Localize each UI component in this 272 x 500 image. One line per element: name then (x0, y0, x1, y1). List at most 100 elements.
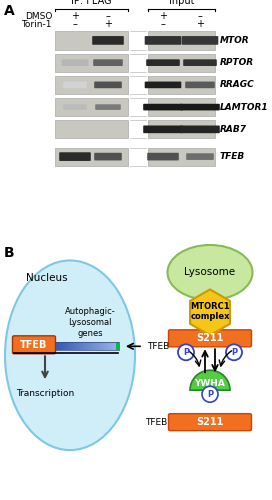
Bar (67, 342, 68, 350)
Bar (62, 342, 63, 350)
Bar (116, 342, 117, 350)
Text: IP: FLAG: IP: FLAG (71, 0, 112, 6)
Bar (148, 54, 215, 72)
Text: +: + (71, 11, 79, 21)
FancyBboxPatch shape (94, 82, 122, 88)
Text: –: – (73, 19, 78, 29)
Bar (55, 148, 128, 166)
Bar (108, 342, 109, 350)
Text: TFEB: TFEB (20, 340, 48, 350)
Ellipse shape (168, 245, 252, 300)
Bar (111, 342, 112, 350)
Bar (90, 342, 91, 350)
Text: A: A (4, 4, 15, 18)
Bar (148, 76, 215, 94)
Bar (78, 342, 79, 350)
Bar (72, 342, 73, 350)
FancyBboxPatch shape (180, 126, 220, 133)
Bar (68, 342, 69, 350)
Bar (97, 342, 98, 350)
Text: P: P (183, 348, 189, 357)
Bar (73, 342, 74, 350)
Bar (103, 342, 104, 350)
Text: TFEB: TFEB (220, 152, 245, 161)
Text: RRAGC: RRAGC (220, 80, 255, 90)
FancyBboxPatch shape (62, 60, 88, 66)
Bar (100, 342, 101, 350)
Bar (107, 342, 108, 350)
Bar (116, 342, 119, 350)
Bar (79, 342, 80, 350)
Bar (102, 342, 103, 350)
FancyBboxPatch shape (95, 104, 121, 110)
Text: YWHA: YWHA (194, 378, 225, 388)
Bar (82, 342, 83, 350)
Bar (94, 342, 95, 350)
FancyBboxPatch shape (143, 104, 183, 110)
Bar (77, 342, 78, 350)
Bar (87, 342, 88, 350)
Polygon shape (190, 290, 230, 336)
Bar (88, 342, 89, 350)
Ellipse shape (5, 260, 135, 450)
Text: +: + (104, 19, 112, 29)
FancyBboxPatch shape (168, 330, 252, 347)
Bar (110, 342, 111, 350)
Wedge shape (190, 370, 230, 390)
Bar (148, 32, 215, 50)
Bar (112, 342, 113, 350)
Text: P: P (231, 348, 237, 357)
Bar (56, 342, 57, 350)
Bar (61, 342, 62, 350)
Bar (65, 342, 66, 350)
FancyBboxPatch shape (147, 153, 179, 160)
Bar (101, 342, 102, 350)
Bar (93, 342, 94, 350)
Bar (98, 342, 99, 350)
Bar (60, 342, 61, 350)
Bar (55, 98, 128, 116)
FancyBboxPatch shape (92, 36, 124, 45)
Text: S211: S211 (196, 334, 224, 344)
Text: P: P (207, 390, 213, 398)
Bar (55, 54, 128, 72)
Bar (91, 342, 92, 350)
Bar (55, 120, 128, 139)
Bar (113, 342, 114, 350)
FancyBboxPatch shape (145, 36, 181, 45)
Circle shape (226, 344, 242, 360)
Text: S211: S211 (196, 417, 224, 427)
FancyBboxPatch shape (146, 60, 180, 66)
Text: +: + (196, 19, 204, 29)
Bar (89, 342, 90, 350)
Bar (75, 342, 76, 350)
Bar (57, 342, 58, 350)
Bar (69, 342, 70, 350)
Bar (148, 98, 215, 116)
FancyBboxPatch shape (143, 126, 183, 133)
Circle shape (178, 344, 194, 360)
FancyBboxPatch shape (185, 82, 215, 88)
Bar (55, 342, 56, 350)
Text: –: – (197, 11, 202, 21)
Bar (86, 342, 87, 350)
Bar (63, 342, 64, 350)
Text: Input: Input (169, 0, 194, 6)
Text: LAMTOR1: LAMTOR1 (220, 102, 269, 112)
Text: –: – (160, 19, 165, 29)
Bar (148, 120, 215, 139)
Text: Nucleus: Nucleus (26, 274, 68, 283)
FancyBboxPatch shape (182, 36, 218, 45)
Text: RPTOR: RPTOR (220, 58, 254, 67)
Text: TFEB: TFEB (145, 418, 167, 426)
Text: B: B (4, 246, 15, 260)
Text: DMSO: DMSO (25, 12, 52, 20)
FancyBboxPatch shape (63, 82, 87, 88)
Bar (148, 148, 215, 166)
Text: TFEB: TFEB (147, 342, 169, 351)
Text: Autophagic-
Lysosomal
genes: Autophagic- Lysosomal genes (65, 306, 115, 338)
Bar (115, 342, 116, 350)
FancyBboxPatch shape (180, 104, 220, 110)
Circle shape (202, 386, 218, 402)
Bar (106, 342, 107, 350)
